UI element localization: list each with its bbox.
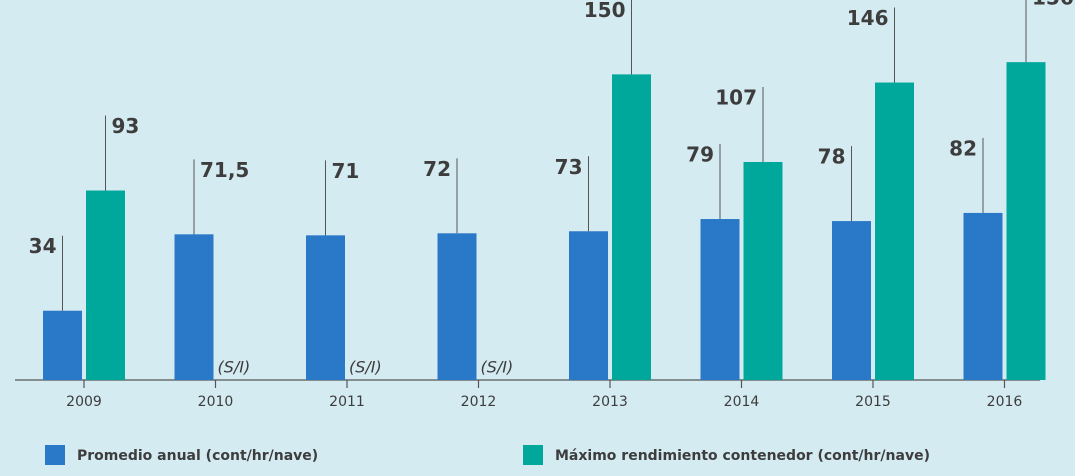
legend-swatch bbox=[45, 445, 65, 465]
value-label: 146 bbox=[847, 6, 889, 30]
value-label: 79 bbox=[686, 143, 714, 167]
missing-label: (S/I) bbox=[481, 358, 514, 377]
value-label: 150 bbox=[584, 0, 626, 22]
value-label: 72 bbox=[423, 157, 451, 181]
x-tick-label: 2011 bbox=[329, 394, 365, 410]
value-label: 78 bbox=[818, 145, 846, 169]
value-label: 71 bbox=[332, 159, 360, 183]
bar bbox=[875, 82, 914, 381]
legend-swatch bbox=[523, 445, 543, 465]
x-tick-label: 2014 bbox=[724, 394, 760, 410]
x-tick-label: 2016 bbox=[987, 394, 1023, 410]
legend-label: Promedio anual (cont/hr/nave) bbox=[77, 448, 318, 464]
value-label: 71,5 bbox=[200, 158, 249, 182]
bar bbox=[700, 219, 740, 380]
value-label: 107 bbox=[715, 85, 757, 109]
value-label: 156 bbox=[1032, 0, 1074, 10]
x-tick-label: 2012 bbox=[461, 394, 497, 410]
value-label: 82 bbox=[949, 136, 977, 160]
x-tick-label: 2013 bbox=[592, 394, 628, 410]
x-tick-label: 2015 bbox=[855, 394, 891, 410]
bar bbox=[569, 231, 608, 380]
bar bbox=[86, 190, 125, 380]
bar bbox=[743, 161, 783, 380]
missing-label: (S/I) bbox=[218, 358, 251, 377]
bar bbox=[612, 74, 651, 380]
missing-label: (S/I) bbox=[349, 358, 382, 377]
value-label: 73 bbox=[555, 155, 583, 179]
bar bbox=[43, 310, 82, 380]
legend-label: Máximo rendimiento contenedor (cont/hr/n… bbox=[555, 448, 930, 464]
bar bbox=[832, 221, 871, 380]
bar bbox=[963, 212, 1003, 380]
bar bbox=[437, 233, 477, 380]
bar bbox=[174, 234, 214, 380]
value-label: 34 bbox=[29, 234, 57, 258]
x-tick-label: 2010 bbox=[198, 394, 234, 410]
bar bbox=[1006, 62, 1046, 381]
bar bbox=[306, 235, 345, 380]
value-label: 93 bbox=[112, 114, 140, 138]
x-tick-label: 2009 bbox=[66, 394, 102, 410]
